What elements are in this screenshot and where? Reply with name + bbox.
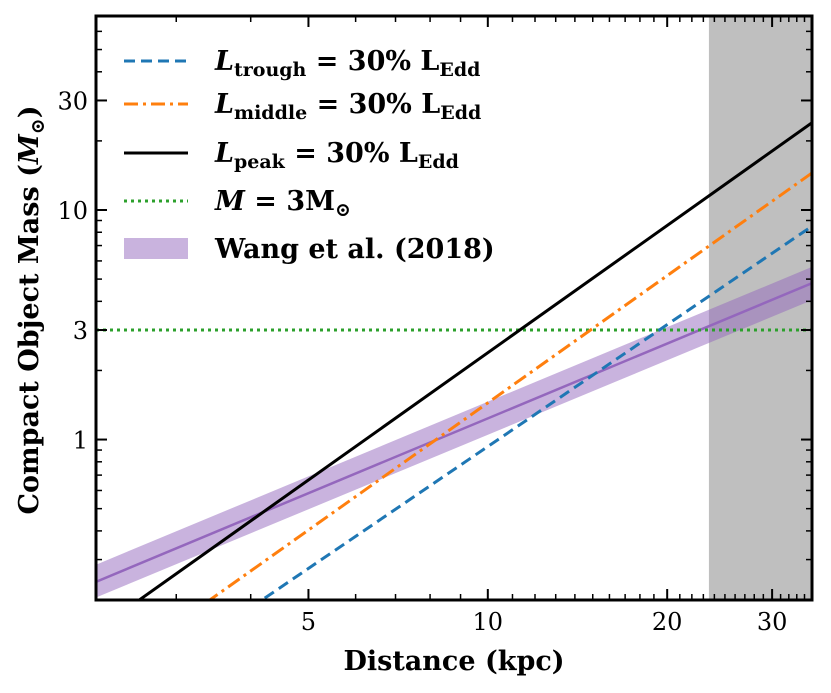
series-line-trough (259, 224, 812, 600)
x-tick-label: 10 (473, 608, 504, 636)
x-axis-label: Distance (kpc) (343, 646, 564, 677)
y-axis-label: Compact Object Mass (M⊙) (14, 106, 49, 515)
legend-label-trough: Ltrough = 30% LEdd (214, 46, 480, 81)
y-tick-label: 1 (73, 427, 88, 455)
legend-label-mass3: M = 3M⊙ (214, 186, 351, 221)
tick-labels: 5 10 20 30 1 3 10 30 (57, 87, 787, 636)
y-tick-label: 30 (57, 87, 88, 115)
x-tick-label: 20 (652, 608, 683, 636)
legend: Ltrough = 30% LEdd Lmiddle = 30% LEdd Lp… (124, 46, 495, 265)
wang-center-line (96, 282, 812, 583)
y-tick-label: 3 (73, 317, 88, 345)
series-line-peak (136, 121, 812, 600)
legend-swatch-wang (124, 238, 188, 259)
series-line-middle (207, 171, 812, 600)
legend-label-peak: Lpeak = 30% LEdd (214, 138, 459, 173)
y-tick-label: 10 (57, 197, 88, 225)
legend-label-wang: Wang et al. (2018) (214, 234, 495, 265)
x-tick-label: 5 (301, 608, 316, 636)
ticks (96, 15, 813, 601)
plot-frame (94, 14, 814, 602)
legend-label-middle: Lmiddle = 30% LEdd (214, 89, 481, 124)
x-tick-label: 30 (757, 608, 788, 636)
